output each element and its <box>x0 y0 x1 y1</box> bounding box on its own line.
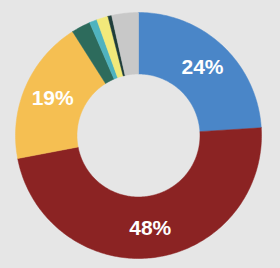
svg-text:48%: 48% <box>129 216 171 239</box>
svg-text:19%: 19% <box>32 86 74 109</box>
svg-text:24%: 24% <box>181 55 223 78</box>
